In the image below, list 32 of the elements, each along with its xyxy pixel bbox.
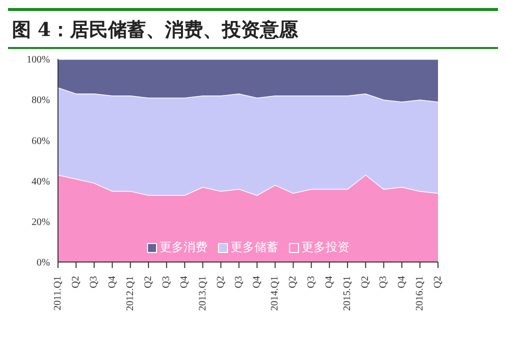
x-tick-label: Q3 [306, 276, 317, 288]
y-tick-label: 0% [36, 258, 50, 269]
x-tick-label: Q4 [252, 276, 263, 288]
legend-label: 更多消费 [158, 239, 208, 256]
legend-label: 更多投资 [300, 239, 350, 256]
x-tick-label: Q2 [70, 276, 82, 288]
x-tick-label: Q3 [378, 276, 390, 288]
x-tick-label: 2011.Q1 [52, 276, 64, 310]
y-tick-label: 60% [32, 136, 50, 147]
x-tick-label: Q3 [233, 276, 244, 288]
y-tick-label: 80% [32, 95, 50, 106]
x-tick-label: 2012.Q1 [124, 276, 136, 311]
x-tick-label: 2013.Q1 [197, 276, 208, 311]
chart-title: 图 4：居民储蓄、消费、投资意愿 [11, 18, 300, 43]
x-tick-label: Q4 [324, 276, 335, 288]
x-tick-label: Q2 [432, 276, 444, 288]
x-tick-label: Q3 [88, 276, 100, 288]
y-tick-label: 100% [26, 54, 50, 66]
x-tick-label: Q2 [288, 276, 299, 288]
x-tick-label: Q3 [161, 276, 172, 288]
x-tick-label: Q4 [396, 276, 408, 288]
x-tick-label: Q2 [215, 276, 226, 288]
legend-label: 更多储蓄 [230, 239, 278, 256]
x-tick-label: 2016.Q1 [414, 276, 426, 311]
y-tick-label: 20% [32, 216, 50, 228]
x-tick-label: Q2 [142, 276, 154, 288]
y-tick-label: 40% [32, 176, 50, 188]
x-tick-label: 2014.Q1 [270, 276, 281, 311]
x-tick-label: Q4 [179, 276, 190, 288]
x-tick-label: Q4 [106, 276, 118, 288]
x-tick-label: Q2 [360, 276, 372, 288]
x-tick-label: 2015.Q1 [342, 276, 354, 311]
